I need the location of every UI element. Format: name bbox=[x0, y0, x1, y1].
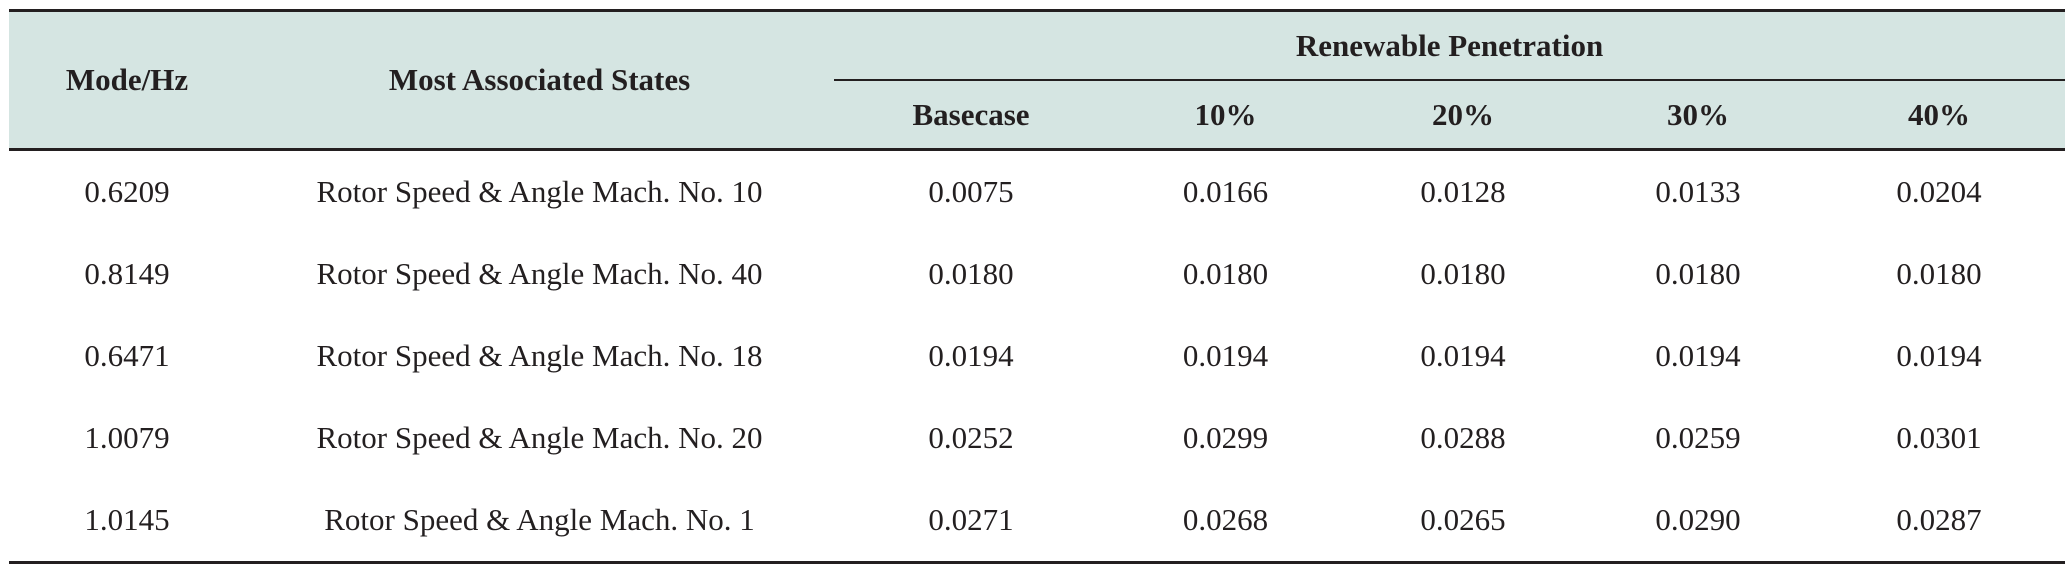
table-header: Mode/Hz Most Associated States Renewable… bbox=[9, 9, 2066, 151]
table-row: 1.0079 Rotor Speed & Angle Mach. No. 20 … bbox=[9, 397, 2065, 479]
cell-mode: 1.0079 bbox=[84, 420, 170, 455]
cell-10-percent: 0.0180 bbox=[1182, 256, 1269, 291]
cell-basecase: 0.0075 bbox=[928, 174, 1014, 209]
cell-basecase: 0.0194 bbox=[928, 338, 1014, 373]
cell-20-percent: 0.0180 bbox=[1420, 256, 1506, 291]
cell-40-percent: 0.0180 bbox=[1896, 256, 1982, 291]
cell-mode: 0.8149 bbox=[84, 256, 170, 291]
column-header-30-percent: 30% bbox=[1583, 80, 1813, 151]
cell-40-percent: 0.0301 bbox=[1896, 420, 1982, 455]
column-group-header-renewable-penetration: Renewable Penetration bbox=[834, 9, 2066, 81]
cell-40-percent: 0.0204 bbox=[1896, 174, 1982, 209]
column-header-40-percent: 40% bbox=[1813, 80, 2066, 151]
cell-30-percent: 0.0180 bbox=[1655, 256, 1741, 291]
cell-states: Rotor Speed & Angle Mach. No. 10 bbox=[316, 174, 763, 209]
cell-20-percent: 0.0194 bbox=[1420, 338, 1506, 373]
cell-30-percent: 0.0194 bbox=[1655, 338, 1741, 373]
cell-20-percent: 0.0265 bbox=[1343, 479, 1583, 564]
cell-states: Rotor Speed & Angle Mach. No. 20 bbox=[316, 420, 763, 455]
table-row: 0.6209 Rotor Speed & Angle Mach. No. 10 … bbox=[9, 150, 2065, 234]
cell-basecase: 0.0180 bbox=[928, 256, 1014, 291]
cell-30-percent: 0.0133 bbox=[1655, 174, 1741, 209]
column-header-mode: Mode/Hz bbox=[9, 9, 245, 151]
cell-mode: 0.6471 bbox=[84, 338, 170, 373]
cell-10-percent: 0.0166 bbox=[1182, 174, 1269, 209]
table-row: 0.6471 Rotor Speed & Angle Mach. No. 18 … bbox=[9, 315, 2065, 397]
cell-20-percent: 0.0288 bbox=[1420, 420, 1506, 455]
cell-basecase: 0.0271 bbox=[834, 479, 1108, 564]
cell-10-percent: 0.0194 bbox=[1182, 338, 1269, 373]
cell-10-percent: 0.0299 bbox=[1182, 420, 1269, 455]
cell-30-percent: 0.0290 bbox=[1583, 479, 1813, 564]
cell-mode: 0.6209 bbox=[84, 174, 170, 209]
column-header-20-percent: 20% bbox=[1343, 80, 1583, 151]
table-body: 0.6209 Rotor Speed & Angle Mach. No. 10 … bbox=[9, 150, 2066, 564]
table-row: 1.0145 Rotor Speed & Angle Mach. No. 1 0… bbox=[9, 479, 2066, 564]
cell-states: Rotor Speed & Angle Mach. No. 1 bbox=[245, 479, 834, 564]
cell-mode: 1.0145 bbox=[9, 479, 245, 564]
cell-10-percent: 0.0268 bbox=[1108, 479, 1343, 564]
cell-40-percent: 0.0287 bbox=[1813, 479, 2066, 564]
cell-30-percent: 0.0259 bbox=[1655, 420, 1741, 455]
damping-ratio-table: Mode/Hz Most Associated States Renewable… bbox=[9, 9, 2066, 564]
column-header-10-percent: 10% bbox=[1108, 80, 1343, 151]
column-header-basecase: Basecase bbox=[834, 80, 1108, 151]
cell-20-percent: 0.0128 bbox=[1420, 174, 1506, 209]
table-row: 0.8149 Rotor Speed & Angle Mach. No. 40 … bbox=[9, 233, 2065, 315]
damping-ratio-table-container: Mode/Hz Most Associated States Renewable… bbox=[9, 9, 2066, 564]
cell-states: Rotor Speed & Angle Mach. No. 40 bbox=[316, 256, 763, 291]
cell-states: Rotor Speed & Angle Mach. No. 18 bbox=[316, 338, 763, 373]
column-header-states: Most Associated States bbox=[245, 9, 834, 151]
cell-40-percent: 0.0194 bbox=[1896, 338, 1982, 373]
cell-basecase: 0.0252 bbox=[928, 420, 1014, 455]
